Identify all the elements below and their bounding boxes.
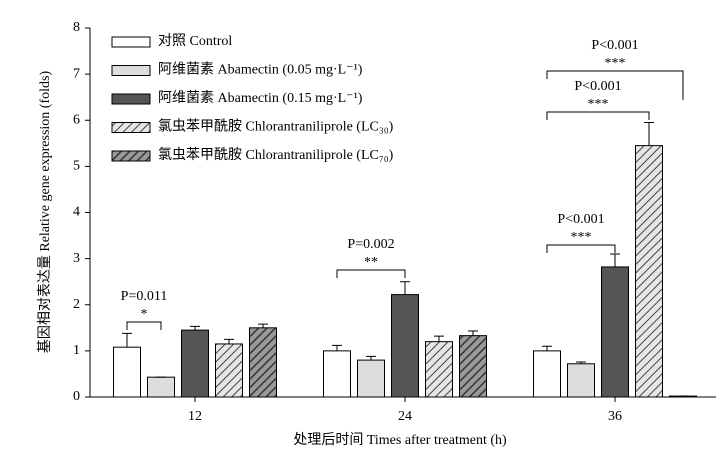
error-bar [542,345,552,351]
y-tick-label: 3 [73,251,80,266]
error-bar [190,325,200,331]
legend-label: 阿维菌素 Abamectin (0.15 mg·L⁻¹) [158,90,363,106]
bar [601,266,629,398]
error-bar [258,323,268,328]
error-bar [644,122,654,146]
significance-bracket [126,321,162,330]
x-tick-label: 24 [398,409,412,424]
legend-swatch [111,93,151,105]
y-tick-label: 4 [73,205,80,220]
p-value: P<0.001 [591,38,638,53]
significance-stars: *** [571,230,592,245]
significance-stars: * [141,307,148,322]
p-value: P<0.001 [574,79,621,94]
error-bar [576,361,586,364]
bar [459,335,487,398]
significance-stars: *** [605,56,626,71]
error-bar [122,332,132,348]
bar [147,376,175,398]
bar [425,341,453,398]
y-tick-label: 5 [73,159,80,174]
legend-label: 阿维菌素 Abamectin (0.05 mg·L⁻¹) [158,62,363,78]
error-bar [610,253,620,267]
bar [215,343,243,398]
x-axis-label: 处理后时间 Times after treatment (h) [293,432,507,448]
error-bar [468,330,478,336]
y-tick-label: 2 [73,297,80,312]
p-value: P<0.001 [557,212,604,227]
significance-bracket [546,111,650,120]
bar [113,346,141,398]
y-tick-label: 1 [73,343,80,358]
significance-stars: ** [364,255,378,270]
y-tick-label: 8 [73,20,80,35]
bar [635,145,663,398]
y-tick-label: 7 [73,66,80,81]
legend-label: 氯虫苯甲酰胺 Chlorantraniliprole (LC₃₀) [158,118,394,135]
p-value: P=0.011 [121,289,168,304]
bar [249,327,277,398]
error-bar [400,281,410,295]
error-bar [224,338,234,344]
legend-swatch [111,150,151,162]
bar [567,363,595,398]
legend-label: 氯虫苯甲酰胺 Chlorantraniliprole (LC₇₀) [158,146,394,163]
legend-label: 对照 Control [158,33,232,49]
legend-swatch [111,122,151,133]
x-tick-label: 12 [188,409,202,424]
bar [391,294,419,398]
y-axis-label: 基因相对表达量 Relative gene expression (folds) [36,71,53,354]
x-tick-label: 36 [608,409,622,424]
legend-swatch [111,36,151,48]
p-value: P=0.002 [347,237,394,252]
significance-bracket [546,70,684,100]
error-bar [332,344,342,351]
significance-stars: *** [588,97,609,112]
significance-bracket [546,244,616,253]
error-bar [366,355,376,361]
legend-swatch [111,65,151,76]
significance-bracket [336,269,406,278]
bar [181,329,209,398]
y-tick-label: 6 [73,112,80,127]
y-tick-label: 0 [73,389,80,404]
bar [357,359,385,398]
error-bar [434,335,444,342]
bar [533,350,561,398]
bar [323,350,351,398]
